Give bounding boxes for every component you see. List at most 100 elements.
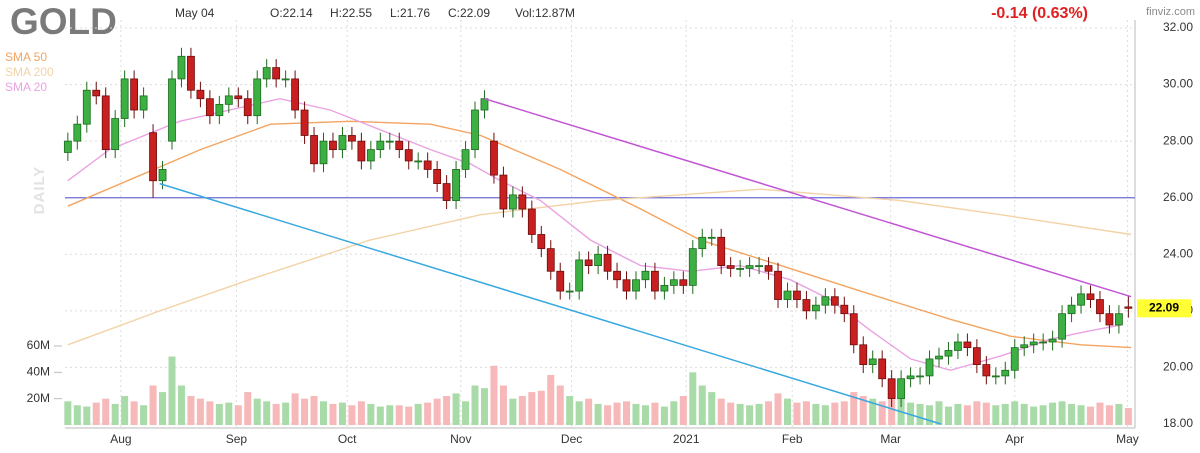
candle-body — [101, 95, 110, 151]
volume-bar — [121, 396, 129, 425]
candle-body — [916, 375, 924, 378]
volume-bar — [594, 403, 602, 425]
x-tick-label: Sep — [226, 432, 248, 446]
candle-body — [972, 347, 981, 365]
volume-bar — [301, 398, 309, 425]
candle-body — [830, 296, 839, 306]
volume-bar — [159, 392, 167, 425]
candle-body — [584, 259, 593, 267]
volume-bar — [338, 402, 346, 425]
candle-body — [859, 344, 868, 365]
volume-bar — [755, 403, 763, 425]
volume-bar — [92, 402, 100, 425]
candle-body — [688, 248, 697, 286]
volume-bar — [575, 401, 583, 425]
candle-body — [508, 194, 517, 210]
volume-bar — [566, 396, 574, 425]
volume-bar — [821, 405, 829, 425]
x-tick-label: Aug — [110, 432, 131, 446]
candle-body — [63, 140, 72, 153]
volume-bar — [698, 385, 706, 425]
volume-bar — [651, 402, 659, 425]
volume-bar — [225, 402, 233, 425]
candle-body — [821, 296, 830, 306]
volume-bar — [1011, 401, 1019, 425]
candle-body — [622, 279, 631, 292]
volume-bar — [547, 374, 555, 425]
volume-bar — [831, 402, 839, 425]
candle-body — [234, 95, 243, 100]
candle-body — [1010, 347, 1019, 371]
candle-body — [1124, 306, 1133, 309]
candle-body — [120, 78, 129, 119]
volume-tick-label: 60M — [27, 338, 50, 352]
volume-bar — [1068, 403, 1076, 425]
x-tick-label: Apr — [1005, 432, 1024, 446]
candle-body — [897, 378, 906, 399]
candle-body — [253, 78, 262, 117]
volume-bar — [717, 398, 725, 425]
candle-body — [613, 270, 621, 281]
brand: finviz.com — [1146, 6, 1195, 18]
volume-bar — [679, 396, 687, 425]
volume-bar — [405, 406, 413, 425]
volume-bar — [1049, 402, 1057, 425]
volume-bar — [736, 403, 744, 425]
volume-bar — [528, 392, 536, 425]
candle-body — [755, 265, 763, 268]
volume-bar — [140, 405, 148, 425]
candle-body — [527, 208, 536, 235]
volume-tick-label: 20M — [27, 391, 50, 405]
candle-body — [878, 358, 887, 380]
candle-body — [1067, 304, 1076, 315]
volume-bar — [320, 401, 328, 425]
candle-body — [745, 265, 754, 269]
candle-body — [357, 140, 366, 162]
y-tick-label: 18.00 — [1163, 416, 1193, 430]
candle-body — [338, 135, 347, 151]
candle-body — [632, 279, 640, 292]
candle-body — [385, 140, 394, 143]
candle-body — [1086, 293, 1095, 300]
candle-body — [1077, 293, 1085, 306]
volume-bar — [518, 396, 526, 425]
volume-bar — [73, 405, 81, 425]
volume-bar — [670, 401, 678, 425]
volume-bar — [1020, 403, 1028, 425]
volume-bar — [802, 401, 810, 425]
candle-body — [764, 265, 773, 272]
candle-body — [130, 78, 139, 111]
volume-bar — [102, 398, 110, 425]
volume-bar — [424, 402, 432, 425]
volume-bar — [168, 356, 176, 425]
candle-body — [651, 270, 659, 292]
volume-bar — [944, 406, 952, 425]
candle-body — [471, 109, 479, 151]
candle-body — [944, 350, 953, 357]
candle-body — [329, 140, 337, 151]
trendline — [484, 97, 1132, 298]
y-tick-label: 30.00 — [1163, 77, 1193, 91]
x-tick-label: May — [1116, 432, 1139, 446]
volume-bar — [641, 405, 649, 425]
volume-bar — [746, 405, 754, 425]
candle-body — [707, 236, 716, 239]
candle-body — [158, 169, 167, 182]
candle-body — [556, 270, 565, 292]
volume-bar — [783, 398, 791, 425]
volume-bar — [1058, 401, 1066, 425]
volume-bar — [954, 403, 962, 425]
candle-body — [73, 123, 82, 142]
sma-line — [67, 188, 1132, 346]
trendline — [159, 182, 942, 425]
open-label: O:22.14 — [270, 6, 313, 20]
volume-bar — [348, 405, 356, 425]
volume-bar — [187, 396, 195, 425]
candle-body — [196, 89, 205, 100]
candle-body — [575, 259, 584, 292]
candle-body — [660, 284, 669, 292]
candle-body — [717, 236, 726, 267]
x-tick-label: Feb — [782, 432, 803, 446]
volume-bar — [1124, 408, 1132, 425]
close-label: C:22.09 — [448, 6, 490, 20]
